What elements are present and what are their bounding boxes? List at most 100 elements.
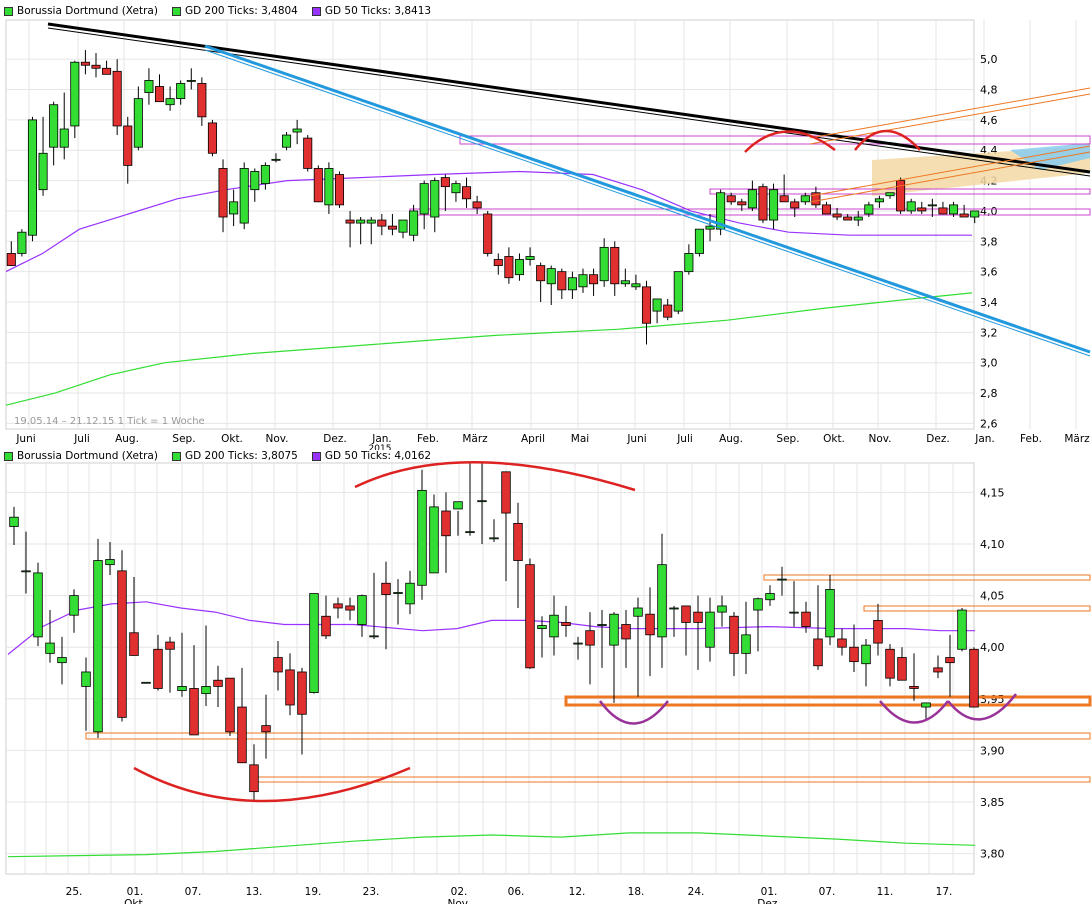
candle-up <box>800 195 810 203</box>
candle-up <box>578 274 588 288</box>
candle-down <box>933 667 943 673</box>
candle-up <box>631 283 641 288</box>
candle-down <box>843 216 853 221</box>
candle-down <box>285 669 295 706</box>
candle-up <box>599 246 609 282</box>
candle-down <box>585 630 595 646</box>
candle-up <box>45 642 55 654</box>
candle-down <box>153 648 163 689</box>
candle-up <box>777 578 787 581</box>
y-tick-label: 3,85 <box>980 796 1005 809</box>
x-tick-label: Dez. <box>323 433 346 445</box>
y-tick-label: 4,05 <box>980 590 1005 603</box>
candle-up <box>573 642 583 645</box>
legend-swatch <box>171 6 181 16</box>
candle-up <box>853 216 863 221</box>
candle-down <box>525 564 535 669</box>
y-tick-label: 2,8 <box>980 387 998 400</box>
candle-down <box>663 304 673 318</box>
x-tick-label: Jan. <box>371 433 392 445</box>
x-tick-label: 24. <box>688 886 705 898</box>
range-note: 19.05.14 – 21.12.15 1 Tick = 1 Woche <box>14 416 205 427</box>
y-tick-label: 3,80 <box>980 848 1005 861</box>
candle-down <box>334 174 345 206</box>
candle-up <box>405 582 415 605</box>
candle-down <box>213 679 223 687</box>
legend-swatch <box>4 6 13 16</box>
legend-swatch <box>311 6 321 16</box>
resistance-zone <box>459 135 1091 145</box>
candle-up <box>93 560 103 733</box>
candle-down <box>821 204 832 215</box>
candle-down <box>91 64 101 69</box>
candle-up <box>957 609 967 650</box>
candle-down <box>501 471 511 514</box>
candle-down <box>513 522 523 561</box>
x-tick-label: Aug. <box>115 433 139 445</box>
candle-down <box>779 195 789 203</box>
candle-up <box>430 180 440 218</box>
weekly-chart-panel: 5,04,84,64,44,24,03,83,63,43,23,02,82,6J… <box>0 0 1092 450</box>
x-tick-label: Juni <box>626 433 646 445</box>
legend-label: GD 200 Ticks: 3,4804 <box>184 5 298 17</box>
y-tick-label: 4,8 <box>980 84 998 97</box>
candle-up <box>57 657 67 664</box>
gd50-line <box>7 601 975 655</box>
y-tick-label: 3,0 <box>980 357 998 370</box>
legend-label: Borussia Dortmund (Xetra) <box>17 450 158 462</box>
y-tick-label: 4,00 <box>980 641 1005 654</box>
x-tick-label: 01. <box>127 886 144 898</box>
candle-down <box>297 671 307 715</box>
x-tick-label: Okt. <box>823 433 845 445</box>
gd200-line <box>5 292 973 406</box>
x-tick-label: 11. <box>877 886 894 898</box>
support-zone <box>85 732 1091 740</box>
candle-up <box>33 572 43 638</box>
resistance-zone <box>863 605 1091 612</box>
candle-down <box>536 265 546 282</box>
candle-down <box>873 619 883 644</box>
candle-up <box>921 702 931 708</box>
candle-up <box>546 268 556 285</box>
legend-label: GD 50 Ticks: 3,8413 <box>324 5 432 17</box>
candle-up <box>769 189 779 221</box>
candle-down <box>849 646 859 663</box>
y-tick-label: 4,15 <box>980 486 1005 499</box>
candle-up <box>657 564 667 638</box>
channel-line <box>809 93 1091 145</box>
daily-chart-panel: 4,15 4,10 4,05 4,00 3,95 3,90 3,85 3,80 25. 01. 07… <box>0 446 1092 904</box>
candle-down <box>790 201 800 209</box>
x-tick-label: 13. <box>246 886 263 898</box>
x-tick-label: Juni <box>15 433 35 445</box>
candle-down <box>333 603 343 609</box>
candle-down <box>102 67 112 75</box>
candle-up <box>597 624 607 626</box>
candle-down <box>681 605 691 623</box>
x-tick-label: 25. <box>66 886 83 898</box>
candle-down <box>493 259 503 266</box>
x-tick-label: Aug. <box>719 433 743 445</box>
candle-up <box>429 506 439 574</box>
candle-down <box>557 271 567 291</box>
y-tick-label: 4,6 <box>980 114 998 127</box>
candle-up <box>633 607 643 617</box>
bottom-arc <box>879 700 949 724</box>
candle-down <box>726 195 736 203</box>
candle-up <box>419 183 429 215</box>
candle-down <box>189 688 199 736</box>
candle-down <box>117 570 127 718</box>
candle-down <box>129 632 139 656</box>
candle-up <box>705 225 715 230</box>
bottom-legend: Borussia Dortmund (Xetra) GD 200 Ticks: … <box>4 449 431 463</box>
candle-down <box>504 256 514 279</box>
candle-up <box>324 168 334 206</box>
candle-up <box>17 231 27 254</box>
candle-down <box>729 615 739 654</box>
candle-down <box>483 213 493 254</box>
bottom-arc <box>598 700 669 725</box>
candle-down <box>896 180 906 212</box>
candle-down <box>197 83 207 118</box>
candle-up <box>861 644 871 665</box>
candle-down <box>207 122 217 154</box>
